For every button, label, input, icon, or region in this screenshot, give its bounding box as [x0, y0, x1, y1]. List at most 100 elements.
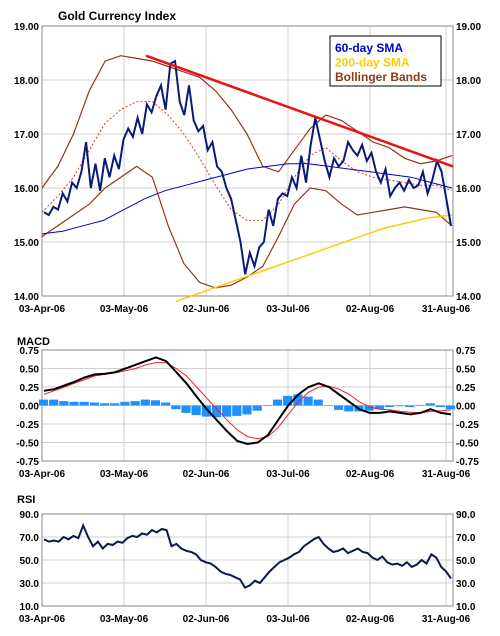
y-tick-label-left: 16.00 [14, 184, 39, 195]
y-tick-label-right: 30.0 [456, 579, 476, 590]
macd-histogram-bar [181, 405, 191, 413]
y-tick-label-right: 15.00 [456, 238, 481, 249]
macd-histogram-bar [59, 401, 69, 406]
x-tick-label: 02-Jun-06 [183, 469, 230, 480]
macd-histogram-bar [364, 405, 374, 411]
x-tick-label: 31-Aug-06 [422, 469, 471, 480]
x-tick-label: 02-Jun-06 [183, 304, 230, 315]
y-tick-label-left: -0.50 [16, 439, 39, 450]
x-tick-label: 03-Apr-06 [19, 304, 66, 315]
legend-entry: 200-day SMA [335, 56, 410, 70]
y-tick-label-right: 18.00 [456, 76, 481, 87]
y-tick-label-right: 19.00 [456, 22, 481, 33]
macd-line [43, 356, 452, 446]
macd-histogram-bar [171, 405, 181, 410]
macd-histogram-bar [49, 399, 59, 406]
macd-histogram-bar [323, 405, 333, 406]
macd-histogram-bar [445, 405, 456, 410]
y-tick-label-right: -0.50 [456, 439, 479, 450]
macd-histogram-bar [435, 405, 445, 407]
macd-histogram-bar [150, 400, 160, 406]
price-line [43, 59, 452, 275]
y-tick-label-left: 10.0 [20, 602, 40, 613]
y-tick-label-left: 0.75 [20, 346, 40, 357]
macd-histogram-bar [425, 403, 435, 406]
x-tick-label: 02-Jun-06 [183, 614, 230, 625]
macd-histogram-bar [272, 399, 283, 406]
y-tick-label-left: 17.00 [14, 130, 39, 141]
macd-histogram-bar [283, 395, 293, 406]
macd-histogram-bar [211, 405, 222, 418]
macd-histogram-bar [222, 405, 232, 417]
rsi-line [43, 522, 452, 589]
macd-histogram-bar [262, 405, 272, 406]
macd-histogram-bar [110, 403, 120, 406]
macd-histogram-bar [405, 405, 415, 407]
plot-frame [41, 25, 454, 297]
macd-histogram-bar [384, 405, 395, 407]
y-tick-label-left: 18.00 [14, 76, 39, 87]
y-tick-label-left: 15.00 [14, 238, 39, 249]
y-tick-label-left: 90.0 [20, 510, 40, 521]
macd-histogram-bar [374, 405, 384, 410]
y-tick-label-left: 14.00 [14, 292, 39, 303]
y-tick-label-right: 14.00 [456, 292, 481, 303]
y-tick-label-left: 0.00 [20, 402, 40, 413]
macd-histogram-bar [242, 405, 252, 415]
macd-histogram-bar [100, 403, 110, 406]
x-tick-label: 02-Aug-06 [346, 469, 395, 480]
y-tick-label-right: -0.75 [456, 457, 479, 468]
y-tick-label-right: 90.0 [456, 510, 476, 521]
macd-histogram-bar [395, 405, 405, 407]
legend-box [329, 35, 442, 87]
macd-histogram-bar [344, 405, 354, 412]
y-tick-label-left: 70.0 [20, 533, 40, 544]
legend-entry: Bollinger Bands [335, 70, 427, 84]
macd-histogram-bar [303, 396, 313, 406]
x-tick-label: 03-May-06 [100, 469, 149, 480]
x-tick-label: 02-Aug-06 [346, 614, 395, 625]
x-tick-label: 03-May-06 [100, 614, 149, 625]
y-tick-label-left: -0.25 [16, 420, 39, 431]
y-tick-label-right: 16.00 [456, 184, 481, 195]
bollinger-upper-line [41, 55, 453, 189]
y-tick-label-right: 50.0 [456, 556, 476, 567]
x-tick-label: 02-Aug-06 [346, 304, 395, 315]
x-tick-label: 03-Apr-06 [19, 469, 66, 480]
y-tick-label-left: 30.0 [20, 579, 40, 590]
y-tick-label-left: 50.0 [20, 556, 40, 567]
trendline [145, 54, 454, 168]
x-tick-label: 31-Aug-06 [422, 614, 471, 625]
rsi-title: RSI [17, 494, 35, 506]
bollinger-mid-line [41, 101, 453, 221]
macd-histogram-bar [38, 399, 49, 406]
x-tick-label: 03-Jul-06 [266, 304, 310, 315]
macd-title: MACD [17, 336, 50, 348]
y-tick-label-left: -0.75 [16, 457, 39, 468]
macd-histogram-bar [293, 394, 303, 406]
y-tick-label-right: 0.50 [456, 365, 476, 376]
y-tick-label-left: 0.25 [20, 383, 40, 394]
y-tick-label-right: 17.00 [456, 130, 481, 141]
macd-histogram-bar [191, 405, 201, 416]
macd-panel [38, 349, 456, 462]
macd-histogram-bar [89, 402, 99, 406]
macd-histogram-bar [130, 401, 140, 406]
y-tick-label-right: 0.75 [456, 346, 476, 357]
y-tick-label-left: 0.50 [20, 365, 40, 376]
macd-histogram-bar [79, 401, 89, 406]
macd-histogram-bar [313, 399, 323, 406]
macd-histogram-bar [140, 399, 150, 406]
macd-histogram-bar [334, 405, 344, 410]
sma200-line [175, 214, 453, 303]
chart-title: Gold Currency Index [58, 9, 176, 23]
x-tick-label: 03-Apr-06 [19, 614, 66, 625]
macd-histogram-bar [232, 405, 242, 416]
y-tick-label-right: -0.25 [456, 420, 479, 431]
rsi-panel [41, 513, 454, 607]
y-tick-label-left: 19.00 [14, 22, 39, 33]
macd-histogram-bar [415, 405, 425, 406]
macd-histogram-bar [120, 401, 130, 406]
